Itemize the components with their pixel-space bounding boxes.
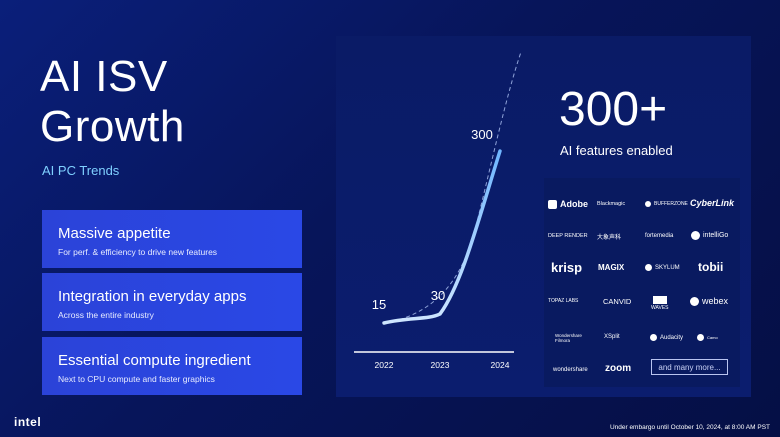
logo-webex: webex [690,296,728,306]
audacity-icon [650,334,657,341]
logo-zoom: zoom [605,363,632,374]
card-heading: Integration in everyday apps [58,288,247,305]
more-partners-box: and many more... [651,359,728,375]
logo-waves: WAVES [651,296,669,311]
logo-camo: Camo [697,334,718,341]
card-massive-appetite: Massive appetite For perf. & efficiency … [42,210,302,268]
logo-adobe: Adobe [548,199,588,209]
camo-icon [697,334,704,341]
logo-canvid: CANVID [603,297,632,306]
page-title: AI ISV Growth [40,52,185,152]
logo-magix: MAGIX [598,263,625,272]
skylum-icon [645,264,652,271]
headline-value: 300+ [559,83,668,136]
partner-logo-grid [544,178,740,387]
logo-bufferzone: BUFFERZONE [645,201,688,207]
growth-chart: 2022 2023 2024 15 30 300 [354,51,522,370]
logo-fortemedia: fortemedia [645,233,674,239]
headline-label: AI features enabled [560,143,673,158]
logo-intelligo: intelliGo [691,231,728,240]
card-heading: Essential compute ingredient [58,352,251,369]
logo-wondershare-filmora: Wondershare Filmora [555,333,582,343]
logo-skylum: SKYLUM [645,264,680,271]
trend-dashed-line [385,51,522,324]
logo-tobii: tobii [698,260,724,274]
card-subtext: Next to CPU compute and faster graphics [58,374,215,384]
card-heading: Massive appetite [58,225,171,242]
title-line-2: Growth [40,102,185,151]
x-tick-label-2022: 2022 [375,360,394,370]
logo-deep-render: DEEP RENDER [548,233,588,239]
logo-wondershare: wondershare [553,367,588,373]
data-label-2023: 30 [431,288,445,303]
logo-elevoc: 大象声科 [597,235,622,241]
series-line [382,149,502,325]
logo-cyberlink: CyberLink [690,198,735,208]
card-integration: Integration in everyday apps Across the … [42,273,302,331]
logo-topaz-labs: TOPAZ LABS [548,298,579,304]
logo-audacity: Audacity [650,334,683,341]
title-line-1: AI ISV [40,52,168,101]
card-essential-compute: Essential compute ingredient Next to CPU… [42,337,302,395]
page-subtitle: AI PC Trends [42,163,120,178]
card-subtext: For perf. & efficiency to drive new feat… [58,247,218,257]
waves-icon [652,296,667,304]
intelligo-icon [691,231,700,240]
data-label-2022: 15 [372,297,386,312]
card-subtext: Across the entire industry [58,310,154,320]
x-tick-label-2023: 2023 [431,360,450,370]
bufferzone-icon [645,201,651,207]
embargo-notice: Under embargo until October 10, 2024, at… [609,424,770,431]
logo-krisp: krisp [551,260,583,275]
logo-blackmagic: Blackmagic [597,201,626,207]
webex-icon [690,296,699,306]
logo-xsplit: XSplit [604,334,620,340]
data-label-2024: 300 [471,127,493,142]
adobe-icon [548,199,557,209]
x-tick-label-2024: 2024 [491,360,510,370]
intel-logo: intel [14,415,42,429]
